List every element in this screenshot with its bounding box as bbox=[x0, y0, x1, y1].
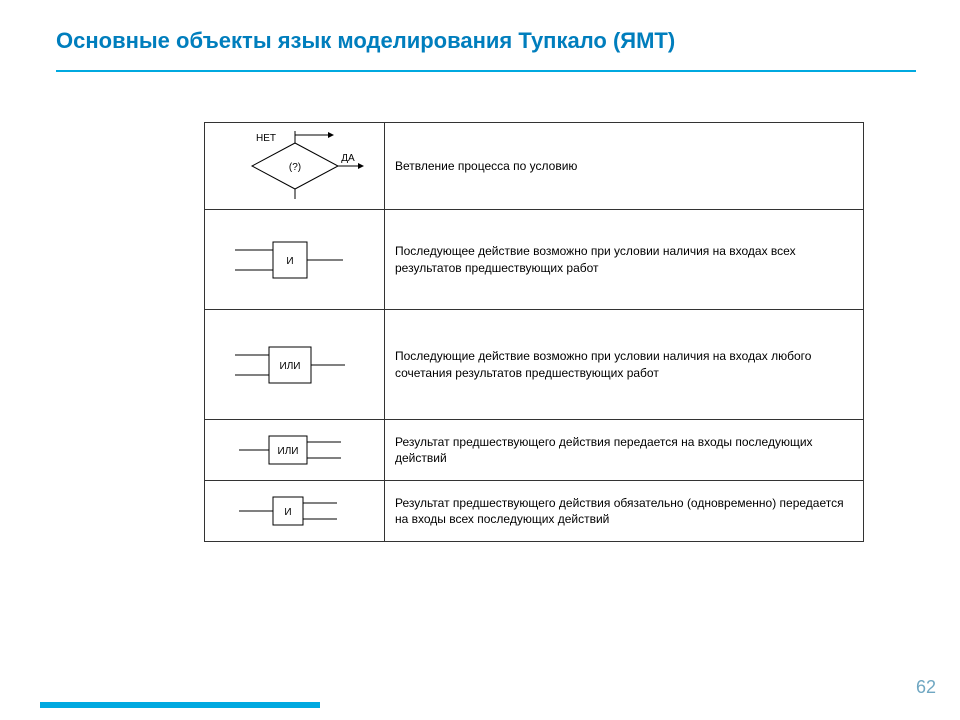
and-in-icon: И bbox=[225, 228, 365, 292]
decision-diamond-icon: (?) НЕТ ДА bbox=[220, 131, 370, 201]
symbol-cell: И bbox=[205, 481, 385, 542]
desc-cell: Последующее действие возможно при услови… bbox=[385, 210, 864, 310]
table-row: И Результат предшествующего действия обя… bbox=[205, 481, 864, 542]
diamond-no-label: НЕТ bbox=[256, 133, 276, 144]
diamond-yes-label: ДА bbox=[341, 153, 355, 164]
symbol-cell: ИЛИ bbox=[205, 310, 385, 420]
footer-accent-bar bbox=[40, 702, 320, 708]
desc-cell: Результат предшествующего действия перед… bbox=[385, 420, 864, 481]
or-out-icon: ИЛИ bbox=[225, 428, 365, 472]
or-out-label: ИЛИ bbox=[277, 446, 298, 457]
and-out-label: И bbox=[284, 507, 291, 518]
title-underline bbox=[56, 70, 916, 72]
desc-cell: Результат предшествующего действия обяза… bbox=[385, 481, 864, 542]
desc-cell: Ветвление процесса по условию bbox=[385, 123, 864, 210]
or-in-label: ИЛИ bbox=[279, 361, 300, 372]
or-in-icon: ИЛИ bbox=[225, 333, 365, 397]
and-in-label: И bbox=[286, 256, 293, 267]
symbol-cell: И bbox=[205, 210, 385, 310]
table-row: (?) НЕТ ДА Ветвлен bbox=[205, 123, 864, 210]
objects-table-wrap: (?) НЕТ ДА Ветвлен bbox=[204, 122, 864, 542]
diamond-center-label: (?) bbox=[288, 162, 300, 173]
slide: Основные объекты язык моделирования Тупк… bbox=[0, 0, 960, 720]
and-out-icon: И bbox=[225, 489, 365, 533]
desc-cell: Последующие действие возможно при услови… bbox=[385, 310, 864, 420]
objects-table: (?) НЕТ ДА Ветвлен bbox=[204, 122, 864, 542]
table-row: И Последующее действие возможно при усло… bbox=[205, 210, 864, 310]
page-title: Основные объекты язык моделирования Тупк… bbox=[56, 28, 904, 54]
symbol-cell: (?) НЕТ ДА bbox=[205, 123, 385, 210]
page-number: 62 bbox=[916, 677, 936, 698]
table-row: ИЛИ Результат предшествующего действия п… bbox=[205, 420, 864, 481]
table-row: ИЛИ Последующие действие возможно при ус… bbox=[205, 310, 864, 420]
symbol-cell: ИЛИ bbox=[205, 420, 385, 481]
